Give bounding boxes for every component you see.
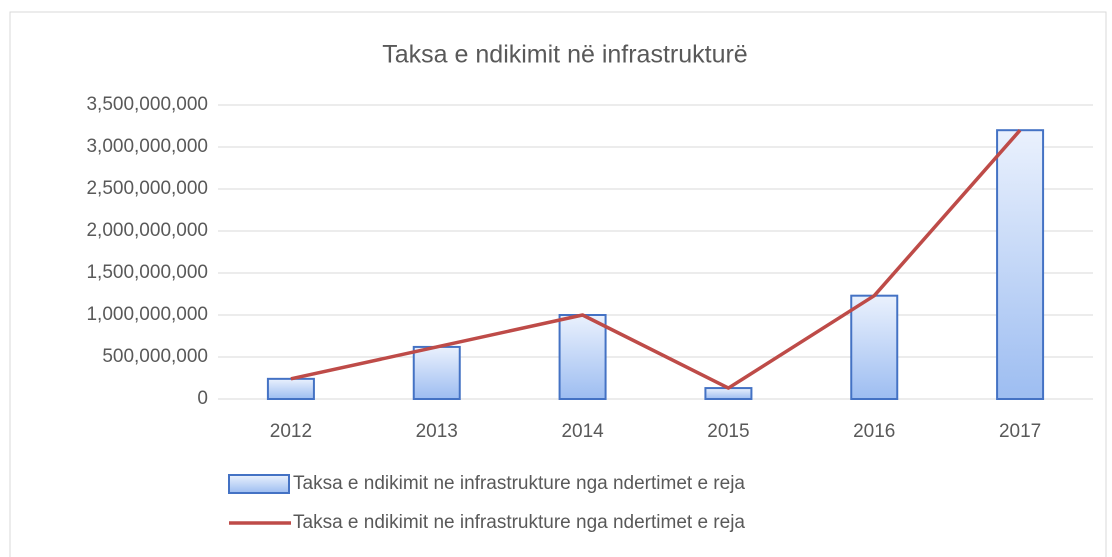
legend-label: Taksa e ndikimit ne infrastrukture nga n…	[293, 473, 745, 494]
y-tick-label: 500,000,000	[102, 346, 208, 367]
y-tick-label: 1,000,000,000	[86, 304, 208, 325]
legend-label: Taksa e ndikimit ne infrastrukture nga n…	[293, 512, 745, 533]
bar	[996, 129, 1045, 400]
y-tick-label: 0	[197, 388, 208, 409]
x-tick-label: 2013	[416, 421, 458, 442]
bar	[266, 377, 315, 400]
y-tick-label: 1,500,000,000	[86, 262, 208, 283]
x-tick-label: 2015	[707, 421, 749, 442]
y-tick-label: 2,500,000,000	[86, 178, 208, 199]
y-tick-label: 2,000,000,000	[86, 220, 208, 241]
x-tick-label: 2016	[853, 421, 895, 442]
chart-title: Taksa e ndikimit në infrastrukturë	[382, 41, 747, 69]
x-tick-label: 2014	[561, 421, 604, 442]
chart-frame	[9, 11, 1107, 557]
bar	[412, 345, 461, 401]
legend-swatch	[228, 474, 290, 494]
bar	[558, 314, 607, 400]
line	[290, 129, 1022, 390]
x-tick-label: 2017	[999, 421, 1041, 442]
y-tick-label: 3,000,000,000	[86, 136, 208, 157]
y-tick-label: 3,500,000,000	[86, 94, 208, 115]
bar	[850, 294, 899, 400]
x-tick-label: 2012	[270, 421, 312, 442]
